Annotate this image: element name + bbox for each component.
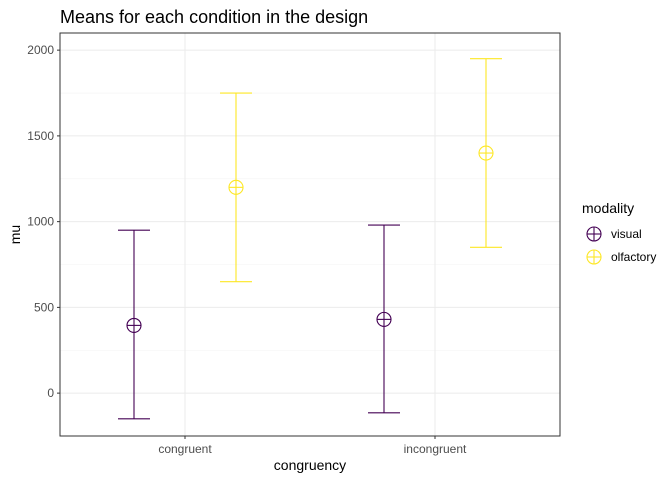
y-axis-title: mu: [7, 225, 23, 244]
legend: visual olfactory: [586, 226, 656, 265]
legend-label: olfactory: [611, 250, 656, 264]
x-tick-label: congruent: [158, 442, 212, 456]
y-tick-label: 1000: [27, 215, 54, 229]
y-tick-label: 500: [34, 300, 54, 314]
x-axis-title: congruency: [274, 457, 346, 473]
x-axis: congruent incongruent: [158, 436, 467, 456]
legend-label: visual: [611, 227, 642, 241]
legend-title: modality: [582, 200, 634, 216]
y-axis: 0 500 1000 1500 2000: [27, 43, 60, 400]
plot-marks: [118, 58, 502, 420]
grid: [60, 33, 560, 436]
panel-border: [59, 32, 561, 437]
x-tick-label: incongruent: [404, 442, 467, 456]
chart-title: Means for each condition in the design: [60, 7, 368, 27]
y-tick-label: 1500: [27, 129, 54, 143]
y-tick-label: 2000: [27, 43, 54, 57]
y-tick-label: 0: [47, 386, 54, 400]
